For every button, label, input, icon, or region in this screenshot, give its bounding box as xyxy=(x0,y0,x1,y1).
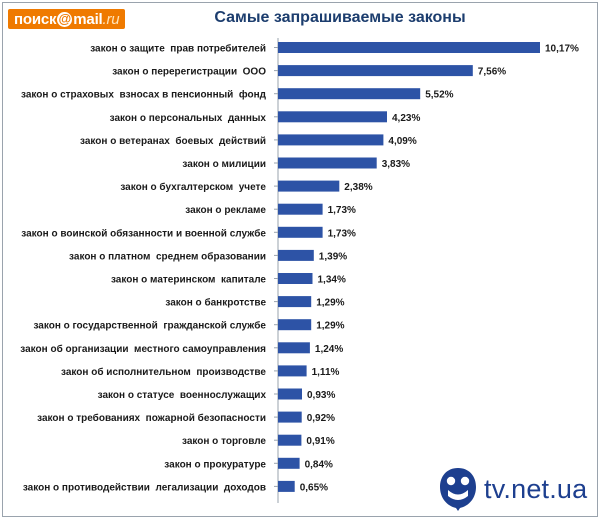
logo-at-icon: @ xyxy=(57,10,73,27)
bar-закон-об-исполнительном-производстве xyxy=(278,365,307,377)
bar-закон-о-прокуратуре xyxy=(278,457,300,469)
bar-закон-о-защите-прав-потребителей xyxy=(278,42,540,53)
category-label: закон о торговле xyxy=(182,436,266,447)
category-label: закон о государственной гражданской служ… xyxy=(33,320,266,332)
tv-net-watermark: tv.net.ua xyxy=(438,466,587,512)
category-label: закон о воинской обязанности и военной с… xyxy=(21,227,266,239)
category-label: закон о рекламе xyxy=(185,205,266,216)
category-label: закон о банкротстве xyxy=(165,297,266,309)
value-label: 1,39% xyxy=(319,251,347,262)
bar-закон-о-ветеранах-боевых-действий xyxy=(278,134,384,146)
bar-закон-об-организации-местного-самоуправления xyxy=(278,342,310,354)
value-label: 3,83% xyxy=(382,159,410,170)
category-label: закон о милиции xyxy=(182,159,266,170)
value-label: 1,29% xyxy=(316,321,344,332)
category-label: закон о материнском капитале xyxy=(111,275,266,286)
category-label: закон о бухгалтерском учете xyxy=(120,181,266,193)
chart-title: Самые запрашиваемые законы xyxy=(214,9,466,26)
bar-закон-о-государственной-гражданской-службе xyxy=(278,319,312,331)
tv-net-logo-icon xyxy=(440,468,476,511)
bar-закон-о-перерегистрации-ооо xyxy=(278,65,473,77)
value-label: 1,11% xyxy=(312,367,340,378)
value-label: 4,09% xyxy=(388,136,416,147)
watermark-text: tv.net.ua xyxy=(484,473,588,504)
bar-закон-о-противодействии-легализации-доходов xyxy=(278,480,295,492)
logo-text-poisk: поиск xyxy=(14,10,57,28)
bar-закон-о-милиции xyxy=(278,157,377,169)
bar-закон-о-воинской-обязанности-и-военной-службе xyxy=(278,226,323,238)
value-label: 1,34% xyxy=(318,275,346,286)
value-label: 1,29% xyxy=(316,298,344,309)
bar-закон-о-бухгалтерском-учете xyxy=(278,180,340,192)
category-label: закон о платном среднем образовании xyxy=(69,250,266,262)
value-label: 0,91% xyxy=(306,436,334,447)
category-label: закон о ветеранах боевых действий xyxy=(80,135,266,147)
bar-закон-о-страховых-взносах-в-пенсионный-фонд xyxy=(278,88,421,100)
value-label: 2,38% xyxy=(344,182,372,193)
logo-text-mail: mail xyxy=(73,10,103,28)
bar-закон-о-материнском-капитале xyxy=(278,273,313,284)
value-label: 0,92% xyxy=(307,413,335,424)
bar-закон-о-персональных-данных xyxy=(278,111,387,123)
logo-text-ru: .ru xyxy=(102,10,120,28)
category-label: закон о требованиях пожарной безопасност… xyxy=(37,412,266,424)
poisk-mail-logo: поиск @ mail .ru xyxy=(8,9,126,29)
category-label: закон об организации местного самоуправл… xyxy=(20,343,266,355)
category-label: закон о прокуратуре xyxy=(164,459,266,470)
bar-закон-о-торговле xyxy=(278,434,302,446)
value-label: 1,24% xyxy=(315,344,343,355)
category-label: закон о перерегистрации ООО xyxy=(112,67,266,78)
bar-закон-о-рекламе xyxy=(278,203,323,215)
value-label: 1,73% xyxy=(328,205,356,216)
category-label: закон о противодействии легализации дохо… xyxy=(23,482,266,493)
bar-закон-о-банкротстве xyxy=(278,296,312,308)
category-label: закон о защите прав потребителей xyxy=(90,43,266,55)
value-label: 10,17% xyxy=(545,44,579,55)
value-label: 7,56% xyxy=(478,67,506,78)
bar-закон-о-требованиях-пожарной-безопасности xyxy=(278,411,302,423)
value-label: 0,65% xyxy=(300,482,328,493)
value-label: 1,73% xyxy=(328,228,356,239)
value-label: 0,84% xyxy=(305,459,333,470)
category-label: закон о персональных данных xyxy=(110,113,267,124)
value-label: 0,93% xyxy=(307,390,335,401)
category-label: закон о статусе военнослужащих xyxy=(98,390,267,401)
value-label: 4,23% xyxy=(392,113,420,124)
category-label: закон об исполнительном производстве xyxy=(61,366,266,378)
bar-закон-о-статусе-военнослужащих xyxy=(278,388,302,400)
bar-закон-о-платном-среднем-образовании xyxy=(278,249,314,261)
value-label: 5,52% xyxy=(425,90,453,101)
category-label: закон о страховых взносах в пенсионный ф… xyxy=(21,89,267,101)
